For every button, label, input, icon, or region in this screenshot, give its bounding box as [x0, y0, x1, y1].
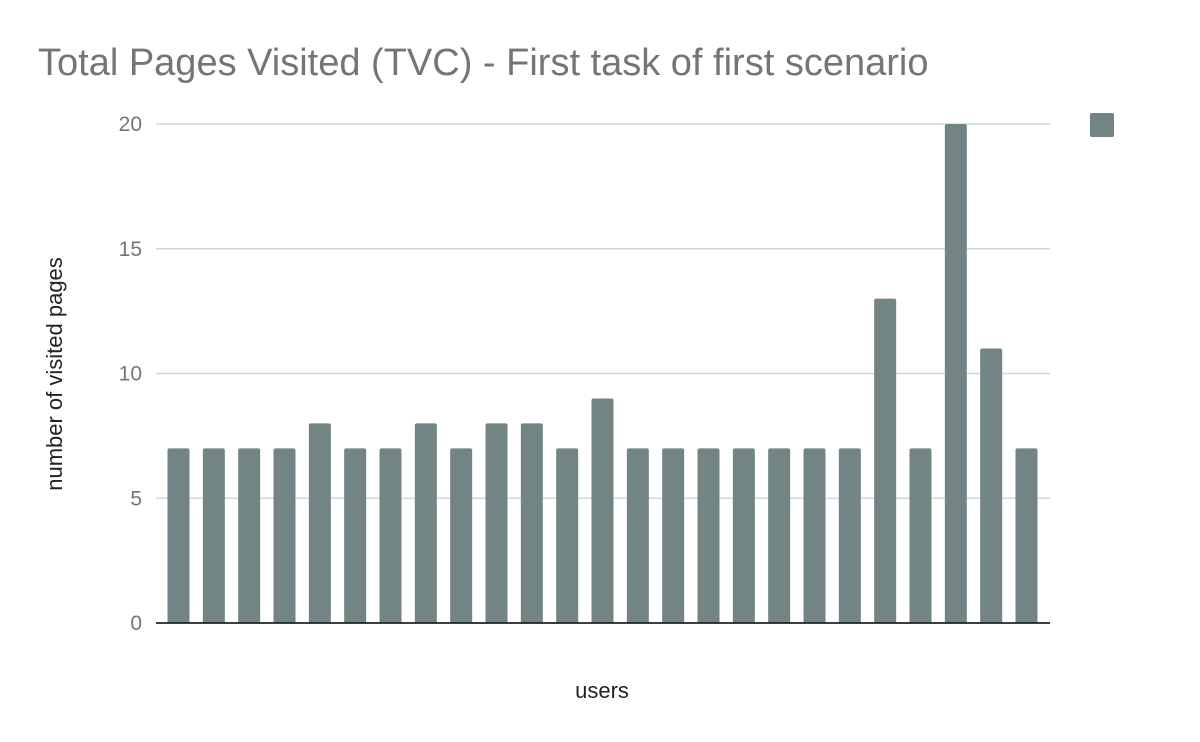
bar-6	[344, 448, 367, 623]
y-tick-label: 10	[119, 363, 142, 386]
bar-5	[308, 423, 331, 623]
bar-16	[697, 448, 720, 623]
bar-21	[874, 298, 897, 623]
bar-14	[626, 448, 649, 623]
y-tick-label: 15	[119, 238, 142, 261]
chart-title: Total Pages Visited (TVC) - First task o…	[38, 42, 928, 84]
y-axis-label: number of visited pages	[42, 257, 67, 491]
bar-19	[803, 448, 826, 623]
bar-13	[591, 398, 614, 623]
bar-12	[556, 448, 579, 623]
bar-10	[485, 423, 508, 623]
y-axis-ticks: 0 5 10 15 20	[119, 113, 142, 635]
y-tick-label: 0	[130, 612, 142, 635]
y-tick-label: 20	[119, 113, 142, 136]
x-axis-label: users	[575, 678, 629, 703]
y-tick-label: 5	[130, 487, 142, 510]
bars	[167, 124, 1038, 623]
bar-11	[520, 423, 543, 623]
bar-7	[379, 448, 402, 623]
bar-24	[980, 348, 1003, 623]
bar-22	[909, 448, 932, 623]
bar-4	[273, 448, 296, 623]
bar-25	[1015, 448, 1038, 623]
bar-18	[768, 448, 791, 623]
legend-swatch	[1090, 113, 1114, 137]
bar-3	[238, 448, 261, 623]
bar-17	[732, 448, 755, 623]
bar-20	[838, 448, 861, 623]
bar-2	[202, 448, 225, 623]
bar-8	[414, 423, 437, 623]
bar-1	[167, 448, 190, 623]
bar-23	[944, 124, 967, 623]
bar-9	[450, 448, 473, 623]
bar-15	[662, 448, 685, 623]
